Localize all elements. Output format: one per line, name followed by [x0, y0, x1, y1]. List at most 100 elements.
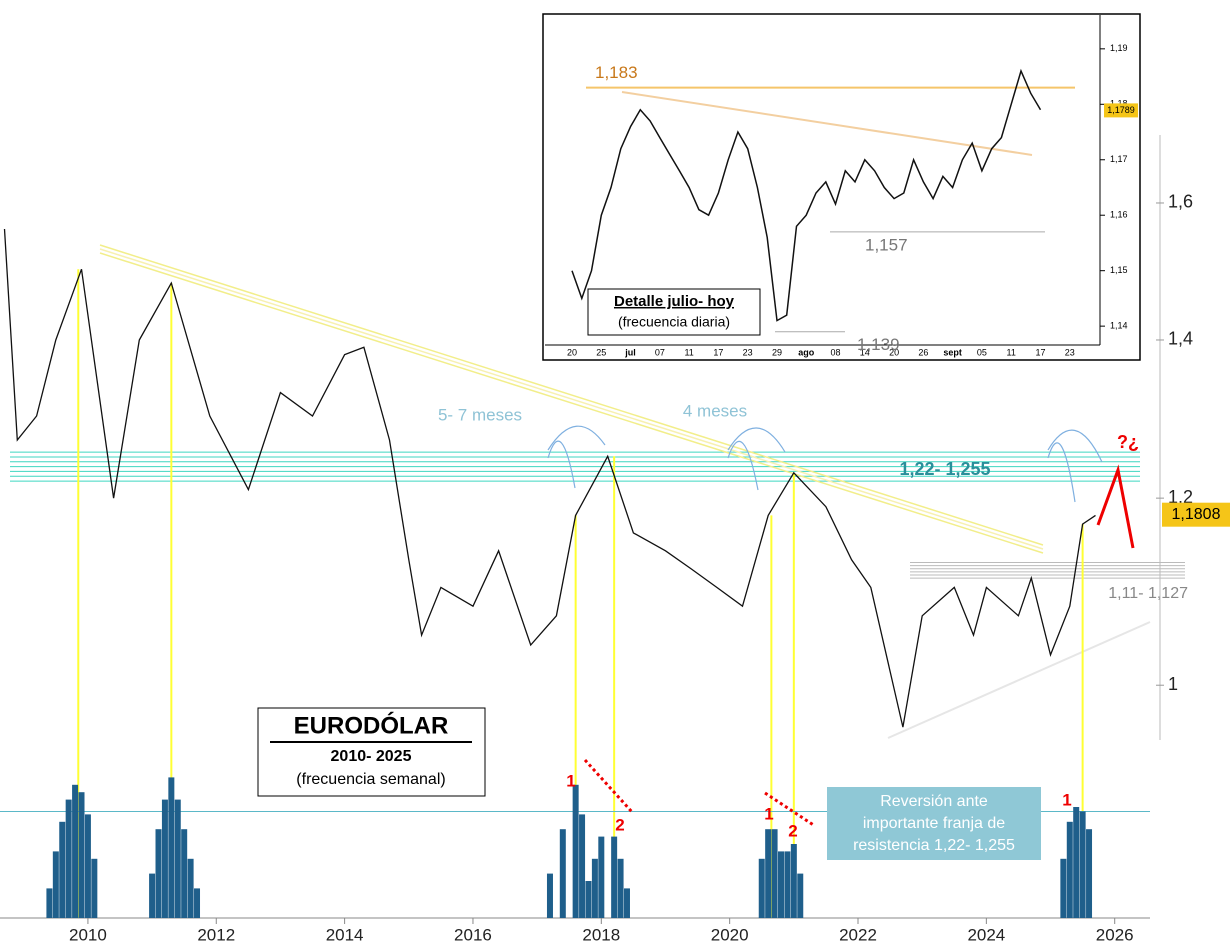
indicator-bar: [579, 814, 586, 918]
inset-price-line: [571, 68, 1042, 322]
indicator-bar: [797, 873, 804, 918]
chart-subtitle: 2010- 2025: [331, 748, 412, 765]
indicator-bar: [777, 851, 784, 918]
indicator-bar: [174, 799, 181, 918]
inset-level-label: 1,139: [857, 335, 900, 354]
chart-title: EURODÓLAR: [294, 711, 449, 739]
inset-x-tick-label: sept: [943, 347, 962, 357]
note-box: [827, 787, 1041, 860]
inset-level-label: 1,183: [595, 63, 638, 82]
inset-x-tick-label: 20: [567, 347, 577, 357]
indicator-bar: [65, 799, 72, 918]
inset-x-tick-label: jul: [624, 347, 636, 357]
inset-x-tick-label: 07: [655, 347, 665, 357]
arrow: [547, 425, 606, 451]
arrow: [1047, 442, 1076, 503]
indicator-bar: [194, 888, 201, 918]
trend-line: [99, 244, 1044, 546]
indicator-bar: [790, 844, 797, 918]
price-line: [3, 228, 1096, 728]
x-tick-label: 2010: [69, 925, 107, 944]
wave-label: 1: [1062, 790, 1071, 809]
indicator-bar: [784, 851, 791, 918]
y-tick-label: 1,6: [1168, 192, 1193, 212]
inset-x-tick-label: 29: [772, 347, 782, 357]
inset-x-tick-label: 17: [713, 347, 723, 357]
inset-level-label: 1,157: [865, 235, 908, 254]
indicator-bar: [59, 821, 66, 918]
indicator-bar: [52, 851, 59, 918]
indicator-bar: [149, 873, 156, 918]
indicator-bar: [623, 888, 630, 918]
chart-note: (frecuencia semanal): [296, 771, 445, 788]
indicator-bar: [572, 784, 579, 918]
indicator-bar: [1066, 821, 1073, 918]
title-box: [257, 707, 486, 797]
indicator-bar: [598, 836, 605, 918]
wave-label: 2: [615, 815, 624, 834]
last-price-box: [1162, 502, 1230, 527]
inset-x-tick-label: 11: [1007, 347, 1016, 357]
inset-x-tick-label: 14: [860, 347, 870, 357]
indicator-bar: [1073, 807, 1080, 918]
wave-label: 2: [788, 821, 797, 840]
indicator-bar: [155, 829, 162, 918]
indicator-bar: [187, 858, 194, 918]
inset-subtitle: (frecuencia diaria): [618, 314, 730, 330]
indicator-bar: [765, 829, 772, 918]
y-tick-label: 1,2: [1168, 487, 1193, 507]
arrow: [547, 440, 576, 489]
inset-y-tick-label: 1,19: [1110, 43, 1128, 53]
inset-x-tick-label: ago: [798, 347, 815, 357]
inset-y-tick-label: 1,17: [1110, 154, 1128, 164]
trend-line: [99, 252, 1044, 554]
wave-label: 1: [764, 804, 773, 823]
indicator-bar: [1079, 811, 1086, 918]
zone-label: 1,22- 1,255: [899, 459, 990, 479]
inset-x-tick-label: 26: [918, 347, 928, 357]
indicator-bar: [72, 784, 79, 918]
note-text: Reversión ante: [880, 793, 988, 810]
indicator-bar: [168, 777, 175, 918]
inset-title: Detalle julio- hoy: [614, 293, 735, 310]
last-price-label: 1,1808: [1172, 506, 1221, 523]
inset-x-tick-label: 11: [684, 347, 693, 357]
indicator-bar: [617, 858, 624, 918]
indicator-bar: [91, 858, 98, 918]
indicator-bar: [46, 888, 53, 918]
inset-x-tick-label: 20: [889, 347, 899, 357]
x-tick-label: 2018: [582, 925, 620, 944]
indicator-bar: [161, 799, 168, 918]
indicator-bar: [1060, 858, 1067, 918]
indicator-bar: [758, 858, 765, 918]
inset-x-tick-label: 08: [831, 347, 841, 357]
red-arrow: [1096, 464, 1135, 549]
wave-label: 1: [566, 771, 575, 790]
inset-last-price-box: [1104, 103, 1138, 118]
x-tick-label: 2020: [711, 925, 749, 944]
inset-x-tick-label: 25: [596, 347, 606, 357]
note-text: resistencia 1,22- 1,255: [853, 837, 1015, 854]
indicator-bar: [591, 858, 598, 918]
indicator-bar: [84, 814, 91, 918]
indicator-bar: [78, 792, 85, 918]
inset-y-tick-label: 1,15: [1110, 265, 1128, 275]
indicator-bar: [559, 829, 566, 918]
x-tick-label: 2026: [1096, 925, 1134, 944]
arrow: [727, 427, 786, 453]
indicator-bar: [1086, 829, 1093, 918]
dotted-line: [764, 791, 816, 828]
inset-y-tick-label: 1,16: [1110, 210, 1128, 220]
arrow: [1047, 429, 1103, 463]
indicator-bar: [181, 829, 188, 918]
inset-last-price-label: 1,1789: [1107, 105, 1135, 115]
y-tick-label: 1,4: [1168, 329, 1193, 349]
x-tick-label: 2022: [839, 925, 877, 944]
inset-title-box: [587, 288, 761, 336]
inset-x-tick-label: 23: [1065, 347, 1075, 357]
inset-x-tick-label: 05: [977, 347, 987, 357]
indicator-bar: [611, 836, 618, 918]
zone-label: 1,11- 1,127: [1108, 585, 1188, 602]
inset-x-tick-label: 17: [1035, 347, 1045, 357]
